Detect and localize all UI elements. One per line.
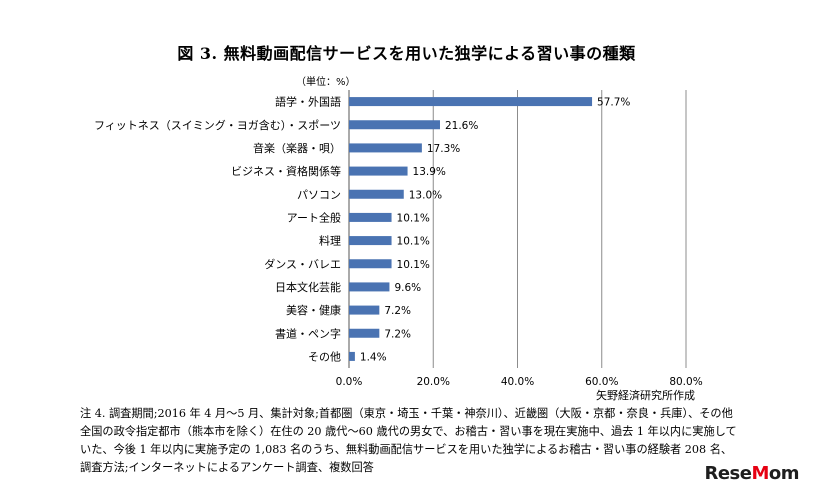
value-label: 13.0% [409, 189, 442, 201]
category-label: 語学・外国語 [275, 95, 341, 109]
category-label: ビジネス・資格関係等 [231, 164, 341, 178]
value-labels: 57.7% 21.6% 17.3% 13.9% 13.0% 10.1% 10.1% 10.1%… [360, 97, 631, 364]
category-label: 料理 [319, 234, 341, 248]
category-label: フィットネス（スイミング・ヨガ含む）・スポーツ [94, 118, 341, 132]
category-label: その他 [308, 350, 341, 363]
value-label: 7.2% [384, 305, 411, 317]
bar [349, 143, 422, 153]
bar [349, 166, 408, 176]
bar [349, 97, 593, 107]
value-label: 1.4% [360, 351, 387, 363]
bars [349, 97, 593, 361]
value-label: 13.9% [413, 166, 446, 178]
category-label: 音楽（楽器・唄） [253, 141, 341, 155]
category-label: アート全般 [287, 210, 341, 224]
value-label: 10.1% [397, 236, 430, 248]
source-note: 矢野経済研究所作成 [596, 389, 695, 402]
x-tick-label: 40.0% [501, 376, 534, 388]
value-label: 57.7% [597, 97, 630, 109]
bar [349, 351, 355, 361]
value-label: 10.1% [397, 259, 430, 271]
category-label: 美容・健康 [286, 303, 341, 317]
category-label: ダンス・バレエ [264, 257, 341, 271]
x-tick-label: 60.0% [585, 376, 618, 388]
value-label: 7.2% [384, 328, 411, 340]
bar [349, 259, 392, 269]
category-label: パソコン [297, 188, 341, 201]
x-tick-label: 80.0% [669, 376, 702, 388]
category-label: 日本文化芸能 [275, 280, 341, 294]
x-tick-labels: 0.0% 20.0% 40.0% 60.0% 80.0% [336, 376, 703, 388]
survey-notes: 注 4. 調査期間;2016 年 4 月～5 月、集計対象;首都圏（東京・埼玉・… [80, 407, 737, 474]
bar [349, 236, 392, 246]
bar [349, 189, 404, 199]
value-label: 10.1% [397, 212, 430, 224]
bar [349, 305, 380, 315]
grid-lines [348, 90, 687, 368]
bar [349, 212, 392, 222]
value-label: 9.6% [394, 282, 421, 294]
value-label: 17.3% [427, 143, 460, 155]
bar [349, 120, 440, 130]
value-label: 21.6% [445, 120, 478, 132]
unit-label: （単位：%） [296, 77, 356, 88]
chart-title: 図 3. 無料動画配信サービスを用いた独学による習い事の種類 [177, 44, 636, 63]
category-label: 書道・ペン字 [275, 326, 341, 340]
x-tick-label: 0.0% [336, 376, 363, 388]
resemom-logo: ReseMom [704, 463, 799, 484]
bar [349, 328, 380, 338]
x-tick-label: 20.0% [417, 376, 450, 388]
bar [349, 282, 390, 292]
